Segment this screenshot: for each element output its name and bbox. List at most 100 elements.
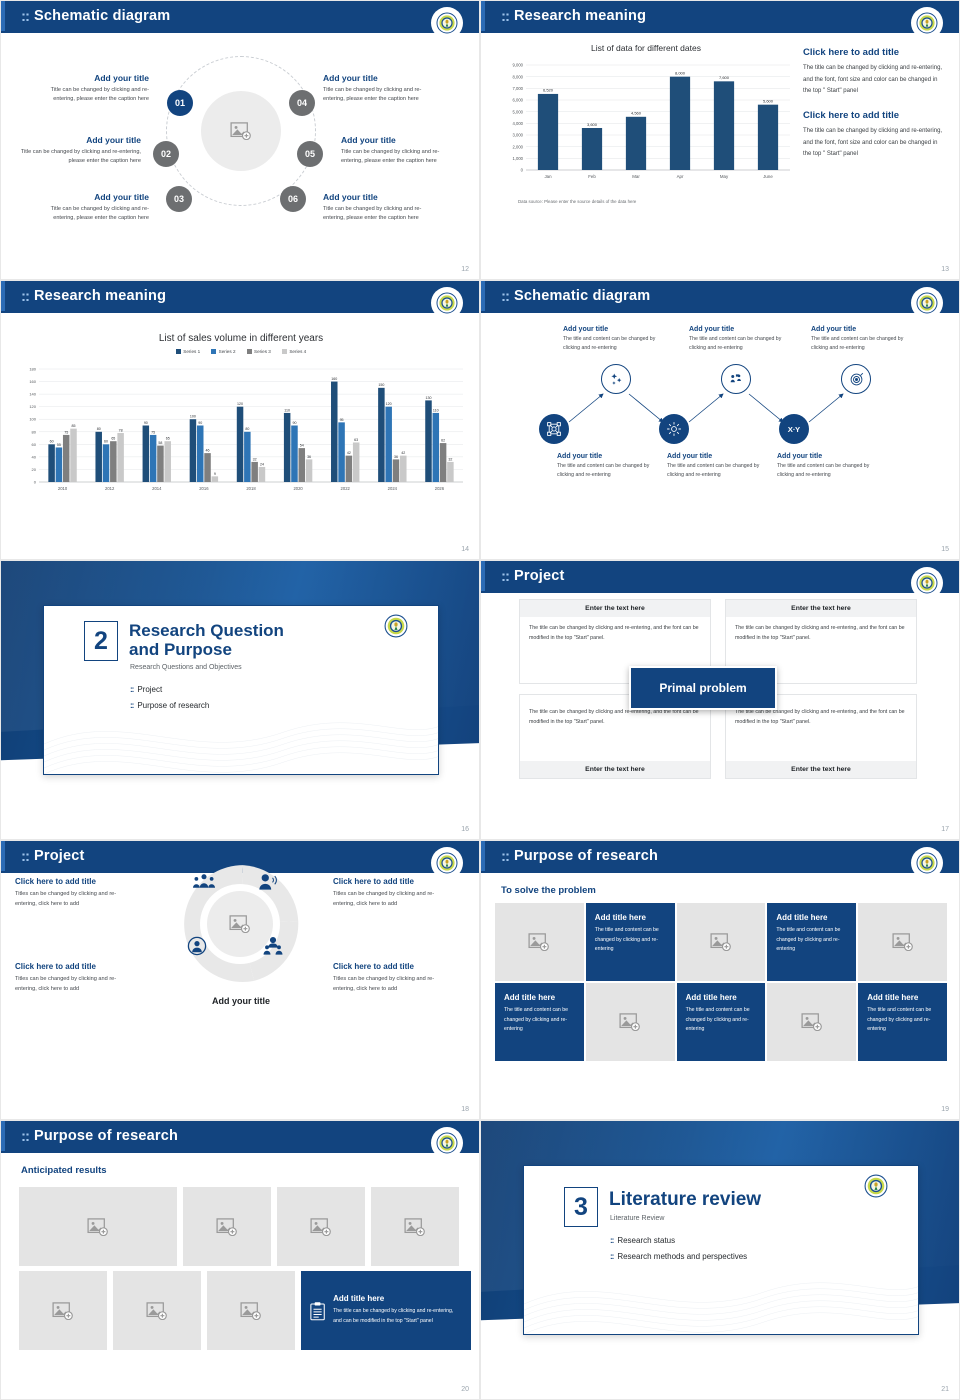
- svg-text:Apr: Apr: [677, 174, 684, 179]
- center-image-placeholder[interactable]: [201, 91, 281, 171]
- svg-text:2024: 2024: [388, 486, 398, 491]
- person-speaking-icon[interactable]: [258, 873, 278, 895]
- quadrant-body: The title can be changed by clicking and…: [529, 709, 699, 726]
- xy-icon[interactable]: X∙Y: [779, 414, 809, 444]
- quadrant-heading: Enter the text here: [726, 761, 916, 778]
- people-flag-icon[interactable]: [721, 364, 751, 394]
- image-tile[interactable]: [113, 1271, 201, 1350]
- step-desc: The title and content can be changed by …: [667, 463, 760, 478]
- gear-sun-icon[interactable]: [659, 414, 689, 444]
- image-placeholder-icon: [216, 1217, 237, 1236]
- university-logo: [913, 9, 941, 37]
- image-tile[interactable]: [19, 1187, 177, 1266]
- slide-header: :: Research meaning: [1, 281, 479, 311]
- svg-text:60: 60: [32, 442, 37, 447]
- svg-text:160: 160: [29, 379, 36, 384]
- bullet-item[interactable]: :: Project: [130, 685, 163, 694]
- page-title: Research meaning: [34, 288, 167, 304]
- text-tile[interactable]: Add title here The title and content can …: [858, 983, 947, 1061]
- tile-title: Add title here: [504, 993, 556, 1002]
- step-node-01[interactable]: 01: [167, 90, 193, 116]
- university-logo: [913, 289, 941, 317]
- step-node-03[interactable]: 03: [166, 186, 192, 212]
- header-accent-bar: [1, 841, 5, 871]
- slide-21: 3 Literature review Literature Review ::…: [480, 1120, 960, 1400]
- tile-desc: The title and content can be changed by …: [504, 1007, 569, 1033]
- label-bottom-right: Click here to add title Titles can be ch…: [333, 962, 453, 995]
- svg-text:160: 160: [331, 377, 337, 381]
- svg-text:60: 60: [50, 440, 54, 444]
- image-tile[interactable]: [19, 1271, 107, 1350]
- image-tile[interactable]: [767, 983, 857, 1061]
- step-node-04[interactable]: 04: [289, 90, 315, 116]
- text-block-title: Click here to add title: [803, 110, 900, 122]
- image-tile[interactable]: [495, 903, 584, 981]
- svg-text:3,000: 3,000: [513, 133, 524, 138]
- legend-item: Series 3: [246, 349, 271, 355]
- tile-desc: The title and content can be changed by …: [776, 927, 841, 953]
- step-node-06[interactable]: 06: [280, 186, 306, 212]
- university-logo: [382, 612, 410, 640]
- caption-title: Add your title: [341, 135, 396, 145]
- sparkle-icon[interactable]: [601, 364, 631, 394]
- legend-swatch: [281, 349, 287, 355]
- svg-text:2026: 2026: [435, 486, 445, 491]
- image-tile[interactable]: [858, 903, 947, 981]
- label-title: Click here to add title: [15, 877, 96, 886]
- image-tile[interactable]: [371, 1187, 459, 1266]
- step-desc: The title and content can be changed by …: [557, 463, 650, 478]
- bullet-item[interactable]: :: Research status: [610, 1236, 676, 1245]
- slide-12: :: Schematic diagram 01 02 03 04 05 06 A…: [0, 0, 480, 280]
- person-badge-icon[interactable]: [187, 936, 207, 961]
- person-team-icon[interactable]: [263, 936, 283, 960]
- legend-label: Series 3: [254, 349, 271, 354]
- legend-item: Series 4: [281, 349, 307, 355]
- image-tile[interactable]: [676, 903, 766, 981]
- svg-text:36: 36: [307, 455, 311, 459]
- svg-text:65: 65: [111, 437, 115, 441]
- network-icon[interactable]: [539, 414, 569, 444]
- svg-text:9: 9: [214, 472, 216, 476]
- legend-label: Series 2: [218, 349, 236, 354]
- caption-desc: Title can be changed by clicking and re-…: [323, 86, 422, 103]
- section-number: 2: [84, 621, 118, 661]
- divider-card: [43, 605, 439, 775]
- image-tile[interactable]: [585, 983, 675, 1061]
- image-tile[interactable]: [207, 1271, 295, 1350]
- step-node-05[interactable]: 05: [297, 141, 323, 167]
- text-tile[interactable]: Add title here The title and content can …: [676, 983, 766, 1061]
- text-tile[interactable]: Add title here The title and content can …: [767, 903, 857, 981]
- slide-15: :: Schematic diagram X∙Y: [480, 280, 960, 560]
- text-tile[interactable]: Add title here The title and content can …: [585, 903, 675, 981]
- group-people-icon[interactable]: [193, 873, 215, 894]
- image-placeholder-icon: [87, 1217, 108, 1236]
- step-node-02[interactable]: 02: [153, 141, 179, 167]
- step-desc: The title and content can be changed by …: [777, 463, 870, 478]
- text-tile[interactable]: Add title here The title and content can …: [495, 983, 584, 1061]
- caption-desc: Title can be changed by clicking and re-…: [341, 148, 440, 165]
- tile-title: Add title here: [594, 913, 646, 922]
- center-image-placeholder[interactable]: [207, 891, 273, 957]
- caption-04: Add your title Title can be changed by c…: [323, 73, 441, 105]
- step-caption-5: Add your title The title and content can…: [777, 453, 887, 480]
- image-tile[interactable]: [277, 1187, 365, 1266]
- bullet-item[interactable]: :: Research methods and perspectives: [610, 1252, 748, 1262]
- image-tile[interactable]: [183, 1187, 271, 1266]
- center-label[interactable]: Primal problem: [629, 666, 777, 710]
- caption-title: Add your title: [323, 73, 378, 83]
- wave-decoration: [524, 1282, 918, 1334]
- quadrant-bottom-left[interactable]: The title can be changed by clicking and…: [519, 694, 711, 779]
- svg-text:55: 55: [57, 443, 61, 447]
- feature-tile[interactable]: Add title here The title can be changed …: [301, 1271, 471, 1350]
- svg-text:4,000: 4,000: [513, 121, 524, 126]
- svg-text:65: 65: [166, 437, 170, 441]
- section-heading: Anticipated results: [21, 1165, 107, 1176]
- svg-text:7,600: 7,600: [719, 75, 730, 80]
- header-divider: [481, 31, 959, 33]
- tile-desc: The title and content can be changed by …: [594, 927, 659, 953]
- slide-18: :: Project: [0, 840, 480, 1120]
- target-icon[interactable]: [841, 364, 871, 394]
- legend-label: Series 4: [289, 349, 307, 354]
- bullet-marker-icon: ::: [130, 685, 134, 694]
- bullet-item[interactable]: :: Purpose of research: [130, 701, 210, 711]
